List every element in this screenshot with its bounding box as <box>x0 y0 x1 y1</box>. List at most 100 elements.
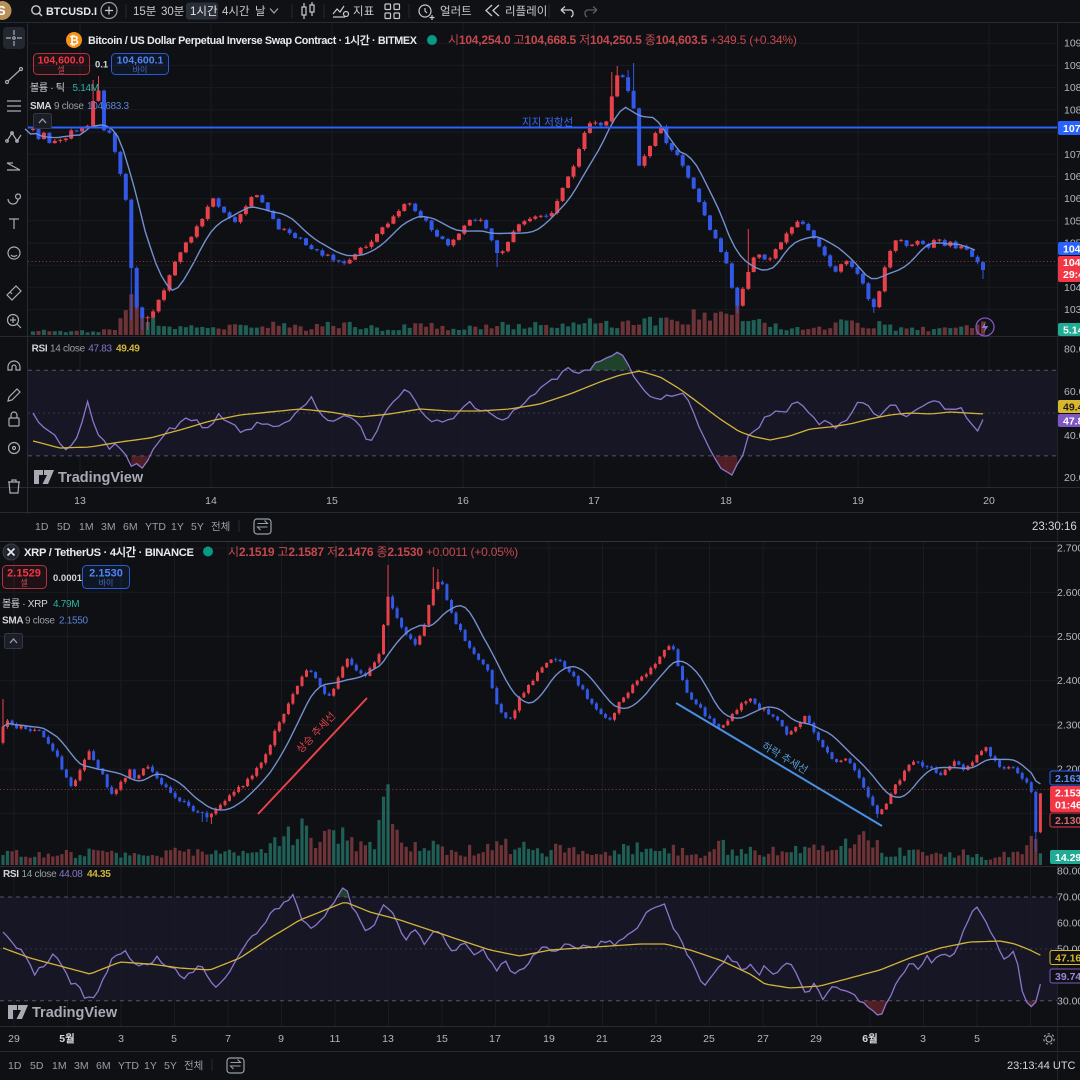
svg-text:9 close: 9 close <box>54 101 84 112</box>
svg-text:13: 13 <box>382 1033 394 1045</box>
svg-text:시104,254.0 고104,668.5 저104,250: 시104,254.0 고104,668.5 저104,250.5 종104,60… <box>448 33 797 47</box>
svg-text:5Y: 5Y <box>191 521 204 533</box>
svg-text:17: 17 <box>489 1033 501 1045</box>
svg-text:23: 23 <box>650 1033 662 1045</box>
svg-text:14.29M: 14.29M <box>1055 852 1080 864</box>
svg-text:30.00: 30.00 <box>1057 995 1080 1007</box>
svg-text:1M: 1M <box>79 521 94 533</box>
svg-text:109,000: 109,000 <box>1064 60 1080 72</box>
svg-text:1M: 1M <box>52 1060 67 1072</box>
svg-text:4시간: 4시간 <box>222 5 250 18</box>
svg-text:29:43: 29:43 <box>1063 269 1080 281</box>
svg-text:2.1529: 2.1529 <box>7 568 41 580</box>
svg-text:47.83: 47.83 <box>1063 415 1080 427</box>
svg-text:1시간: 1시간 <box>190 5 218 18</box>
svg-text:44.35: 44.35 <box>87 869 111 880</box>
svg-text:2.1303: 2.1303 <box>1055 815 1080 827</box>
svg-text:5.14M: 5.14M <box>73 83 99 94</box>
svg-text:2.1530: 2.1530 <box>1055 788 1080 800</box>
svg-text:6월: 6월 <box>862 1032 878 1045</box>
svg-text:23:30:16 UTC: 23:30:16 UTC <box>1032 521 1080 533</box>
svg-text:70.00: 70.00 <box>1057 892 1080 904</box>
svg-text:바이: 바이 <box>133 65 148 75</box>
svg-text:2.5000: 2.5000 <box>1057 631 1080 643</box>
svg-text:29: 29 <box>8 1033 20 1045</box>
svg-text:2.1550: 2.1550 <box>59 616 89 627</box>
svg-text:16: 16 <box>457 495 469 507</box>
svg-text:1D: 1D <box>35 521 49 533</box>
svg-text:TradingView: TradingView <box>58 470 144 486</box>
svg-text:2.1530: 2.1530 <box>89 568 123 580</box>
svg-text:104,683.3: 104,683.3 <box>87 101 130 112</box>
svg-text:3M: 3M <box>101 521 116 533</box>
svg-text:셀: 셀 <box>57 65 64 75</box>
svg-text:104,600.1: 104,600.1 <box>117 55 164 67</box>
svg-text:20: 20 <box>983 495 995 507</box>
svg-text:49.49: 49.49 <box>116 344 140 355</box>
svg-text:49.49: 49.49 <box>1063 401 1080 413</box>
svg-text:9 close: 9 close <box>25 616 55 627</box>
svg-text:01:46:12: 01:46:12 <box>1055 800 1080 812</box>
svg-text:2.4000: 2.4000 <box>1057 675 1080 687</box>
svg-text:19: 19 <box>852 495 864 507</box>
svg-text:₿: ₿ <box>69 36 78 48</box>
svg-text:15: 15 <box>436 1033 448 1045</box>
svg-text:얼러트: 얼러트 <box>440 4 472 18</box>
svg-text:지지 저항선: 지지 저항선 <box>522 117 573 129</box>
svg-text:27: 27 <box>757 1033 769 1045</box>
svg-text:108,000: 108,000 <box>1064 104 1080 116</box>
svg-text:11: 11 <box>330 1033 341 1045</box>
svg-text:3: 3 <box>920 1033 926 1045</box>
svg-text:1Y: 1Y <box>171 521 184 533</box>
svg-text:30분: 30분 <box>161 5 184 18</box>
svg-text:5월: 5월 <box>59 1032 75 1045</box>
svg-text:104,600.0: 104,600.0 <box>1063 257 1080 269</box>
svg-text:47.83: 47.83 <box>88 344 112 355</box>
svg-text:13: 13 <box>74 495 86 507</box>
svg-text:2.3000: 2.3000 <box>1057 719 1080 731</box>
svg-text:25: 25 <box>703 1033 715 1045</box>
svg-text:볼륨 · XRP: 볼륨 · XRP <box>2 598 48 610</box>
svg-text:6M: 6M <box>96 1060 111 1072</box>
svg-text:104,683: 104,683 <box>1063 243 1080 255</box>
svg-text:14: 14 <box>205 495 217 507</box>
svg-text:YTD: YTD <box>118 1060 139 1072</box>
svg-text:5D: 5D <box>57 521 71 533</box>
svg-text:60.00: 60.00 <box>1057 917 1080 929</box>
svg-text:2.6000: 2.6000 <box>1057 587 1080 599</box>
svg-text:BTCUSD.I: BTCUSD.I <box>46 6 97 18</box>
svg-text:109,500: 109,500 <box>1064 38 1080 50</box>
svg-text:44.08: 44.08 <box>59 869 83 880</box>
svg-text:SMA: SMA <box>30 101 51 112</box>
svg-text:셀: 셀 <box>20 578 27 588</box>
svg-text:21: 21 <box>596 1033 608 1045</box>
svg-text:105,500: 105,500 <box>1064 215 1080 227</box>
svg-text:108,500: 108,500 <box>1064 82 1080 94</box>
svg-text:18: 18 <box>720 495 732 507</box>
svg-text:Bitcoin / US Dollar Perpetual: Bitcoin / US Dollar Perpetual Inverse Sw… <box>88 33 418 47</box>
svg-text:1D: 1D <box>8 1060 22 1072</box>
svg-text:39.74: 39.74 <box>1055 971 1080 983</box>
svg-text:14 close: 14 close <box>50 344 86 355</box>
svg-text:104,000: 104,000 <box>1064 282 1080 294</box>
svg-text:전체: 전체 <box>184 1060 203 1072</box>
svg-text:3: 3 <box>118 1033 124 1045</box>
svg-text:106,500: 106,500 <box>1064 171 1080 183</box>
svg-text:RSI: RSI <box>32 344 48 355</box>
svg-text:80.00: 80.00 <box>1064 343 1080 355</box>
svg-text:0.0001: 0.0001 <box>53 573 83 584</box>
svg-text:지표: 지표 <box>353 5 374 18</box>
svg-text:시2.1519 고2.1587 저2.1476 종2.153: 시2.1519 고2.1587 저2.1476 종2.1530 +0.0011 … <box>228 545 518 559</box>
svg-text:14 close: 14 close <box>22 869 58 880</box>
svg-text:6M: 6M <box>123 521 138 533</box>
svg-text:5: 5 <box>974 1033 980 1045</box>
svg-text:2.1638: 2.1638 <box>1055 773 1080 785</box>
svg-text:4.79M: 4.79M <box>53 599 79 610</box>
svg-text:29: 29 <box>810 1033 822 1045</box>
svg-text:20.00: 20.00 <box>1064 472 1080 484</box>
svg-text:60.00: 60.00 <box>1064 386 1080 398</box>
svg-text:17: 17 <box>588 495 600 507</box>
svg-text:TradingView: TradingView <box>32 1005 118 1021</box>
svg-text:1Y: 1Y <box>144 1060 157 1072</box>
svg-text:40.00: 40.00 <box>1064 430 1080 442</box>
